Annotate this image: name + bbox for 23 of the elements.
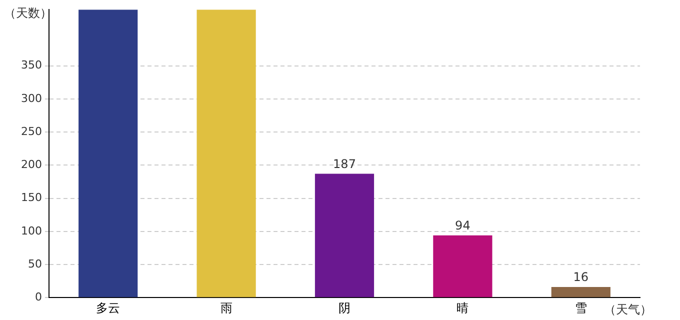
- bar: [551, 287, 610, 298]
- y-tick-label: 250: [20, 124, 42, 138]
- data-label: 16: [573, 270, 589, 284]
- bar: [78, 10, 138, 298]
- y-axis-title: （天数）: [4, 6, 52, 20]
- bar: [314, 174, 374, 298]
- y-tick-label: 150: [20, 191, 42, 204]
- data-label: 94: [455, 218, 470, 232]
- y-tick-label: 50: [28, 257, 42, 270]
- x-tick-label: 雨: [220, 300, 232, 315]
- bar: [433, 235, 492, 298]
- y-tick-label: 0: [34, 290, 42, 304]
- y-tick-label: 200: [20, 158, 42, 172]
- x-tick-label: 晴: [456, 300, 469, 315]
- x-tick-label: 多云: [96, 300, 120, 315]
- x-tick-label: 雪: [574, 300, 587, 315]
- y-tick-label: 350: [20, 58, 42, 72]
- data-label: 187: [333, 156, 356, 171]
- y-tick-label: 100: [20, 224, 42, 238]
- x-axis-title: （天气）: [604, 302, 652, 317]
- x-tick-label: 阴: [338, 300, 350, 315]
- bar: [196, 10, 256, 298]
- y-tick-label: 300: [20, 92, 42, 105]
